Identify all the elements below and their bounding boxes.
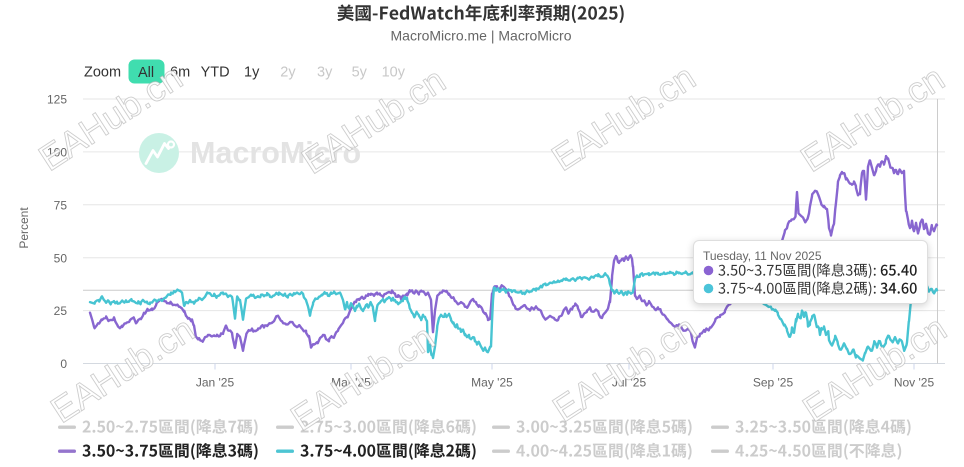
svg-text:75: 75 [54,198,68,212]
svg-text:EAHub.cn: EAHub.cn [795,307,953,430]
svg-text:YTD: YTD [201,65,230,81]
svg-text:5y: 5y [352,65,368,81]
svg-text:MacroMicro: MacroMicro [190,136,361,170]
svg-text:3y: 3y [317,65,333,81]
svg-text:EAHub.cn: EAHub.cn [544,56,702,179]
svg-text:May '25: May '25 [471,376,513,390]
svg-text:Nov '25: Nov '25 [894,376,935,390]
svg-text:EAHub.cn: EAHub.cn [793,57,951,180]
svg-text:100: 100 [47,146,67,160]
svg-text:EAHub.cn: EAHub.cn [545,307,703,430]
svg-text:25: 25 [54,304,68,318]
svg-text:50: 50 [54,251,68,265]
svg-text:MacroMicro.me | MacroMicro: MacroMicro.me | MacroMicro [391,28,572,44]
svg-text:Mar '25: Mar '25 [331,376,371,390]
svg-text:2y: 2y [280,65,296,81]
svg-text:1y: 1y [244,65,260,81]
svg-text:Percent: Percent [17,207,31,249]
svg-text:Sep '25: Sep '25 [753,376,794,390]
svg-text:All: All [138,65,154,81]
svg-text:Jan '25: Jan '25 [196,376,235,390]
svg-text:0: 0 [60,357,67,371]
svg-text:Jul '25: Jul '25 [612,376,647,390]
svg-text:Zoom: Zoom [84,65,121,81]
svg-text:10y: 10y [382,65,406,81]
svg-text:125: 125 [47,93,67,107]
svg-text:Tuesday, 11 Nov 2025: Tuesday, 11 Nov 2025 [703,249,822,263]
svg-text:6m: 6m [170,65,190,81]
